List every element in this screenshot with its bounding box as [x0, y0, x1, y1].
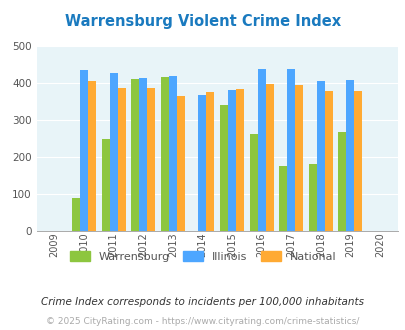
- Bar: [131, 79, 139, 231]
- Text: Warrensburg Violent Crime Index: Warrensburg Violent Crime Index: [65, 14, 340, 29]
- Bar: [160, 77, 168, 231]
- Legend: Warrensburg, Illinois, National: Warrensburg, Illinois, National: [65, 247, 340, 267]
- Text: © 2025 CityRating.com - https://www.cityrating.com/crime-statistics/: © 2025 CityRating.com - https://www.city…: [46, 317, 359, 326]
- Bar: [235, 89, 243, 231]
- Bar: [308, 164, 316, 231]
- Bar: [117, 88, 125, 231]
- Bar: [101, 139, 109, 231]
- Bar: [139, 78, 147, 231]
- Bar: [294, 85, 303, 231]
- Bar: [354, 91, 362, 231]
- Bar: [80, 70, 88, 231]
- Bar: [287, 69, 294, 231]
- Text: Crime Index corresponds to incidents per 100,000 inhabitants: Crime Index corresponds to incidents per…: [41, 297, 364, 307]
- Bar: [176, 96, 184, 231]
- Bar: [109, 73, 117, 231]
- Bar: [72, 198, 80, 231]
- Bar: [324, 90, 332, 231]
- Bar: [279, 166, 287, 231]
- Bar: [265, 84, 273, 231]
- Bar: [257, 69, 265, 231]
- Bar: [198, 95, 206, 231]
- Bar: [228, 90, 235, 231]
- Bar: [249, 134, 257, 231]
- Bar: [206, 92, 214, 231]
- Bar: [147, 88, 155, 231]
- Bar: [338, 132, 345, 231]
- Bar: [345, 80, 354, 231]
- Bar: [220, 105, 228, 231]
- Bar: [88, 81, 96, 231]
- Bar: [168, 76, 176, 231]
- Bar: [316, 81, 324, 231]
